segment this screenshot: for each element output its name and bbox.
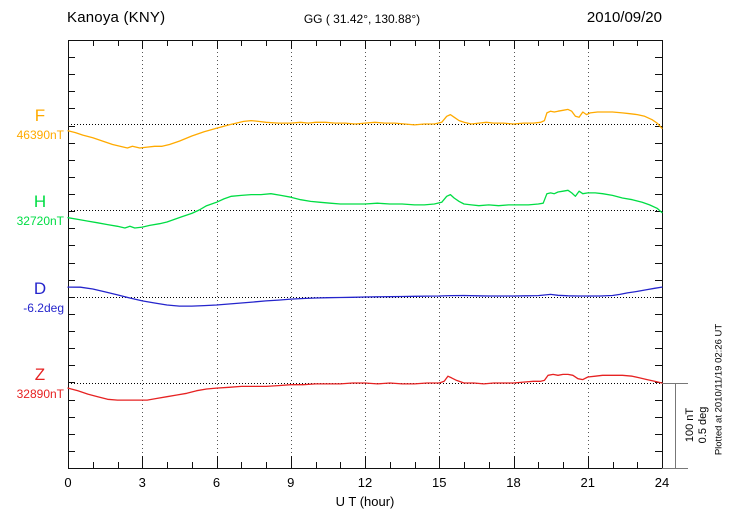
x-tick-label-9: 9	[287, 475, 295, 490]
x-tick-label-21: 21	[580, 475, 595, 490]
trace-baseline-F: 46390nT	[16, 128, 64, 142]
observation-date: 2010/09/20	[586, 9, 662, 26]
x-tick-label-12: 12	[357, 475, 373, 490]
trace-label-F: F	[34, 106, 46, 125]
station-coordinates: GG ( 31.42°, 130.88°)	[303, 12, 421, 26]
x-tick-label-24: 24	[654, 475, 670, 490]
trace-label-Z: Z	[34, 365, 46, 384]
trace-label-D: D	[33, 279, 47, 298]
station-title: Kanoya (KNY)	[67, 9, 166, 26]
trace-baseline-Z: 32890nT	[16, 387, 64, 401]
x-tick-label-0: 0	[64, 475, 72, 490]
trace-baseline-D: -6.2deg	[23, 301, 64, 315]
x-axis-title: U T (hour)	[335, 494, 395, 509]
trace-label-H: H	[33, 192, 47, 211]
x-tick-label-15: 15	[432, 475, 447, 490]
trace-baseline-H: 32720nT	[16, 214, 64, 228]
x-tick-label-18: 18	[506, 475, 521, 490]
x-tick-label-6: 6	[212, 475, 221, 490]
x-tick-label-3: 3	[138, 475, 146, 490]
plotted-at-note: Plotted at 2010/11/19 02:26 UT	[713, 323, 725, 456]
scale-bar-label: 100 nT 0.5 deg	[684, 402, 710, 448]
scale-bar-nT-label: 100 nT	[684, 407, 696, 443]
scale-bar-deg-label: 0.5 deg	[697, 406, 709, 444]
